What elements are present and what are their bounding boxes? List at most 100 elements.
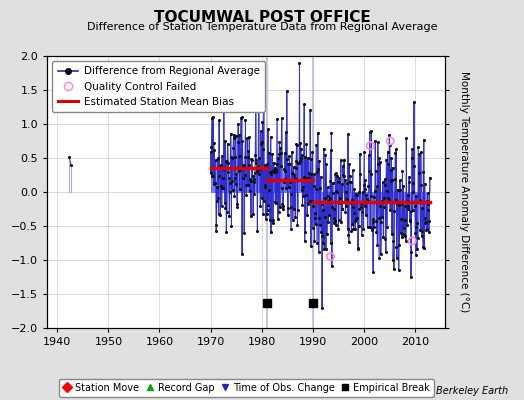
Point [312,141,320,148]
Point [258,119,267,126]
Point [280,166,288,172]
Point [325,212,333,218]
Point [362,192,370,198]
Point [356,171,365,178]
Point [230,135,238,141]
Point [304,200,313,207]
Point [231,175,239,182]
Point [228,178,236,184]
Point [408,207,417,214]
Point [332,170,341,176]
Point [250,170,259,177]
Point [391,150,399,156]
Point [298,152,306,158]
Point [406,208,414,214]
Point [207,144,215,150]
Point [274,216,282,222]
Point [347,228,356,235]
Point [392,254,401,261]
Point [287,191,296,198]
Point [225,213,234,220]
Point [271,169,280,175]
Point [271,199,279,205]
Point [255,171,263,178]
Point [284,161,292,167]
Point [259,146,267,152]
Point [306,106,314,113]
Point [330,215,339,222]
Point [410,98,418,105]
Point [210,180,218,187]
Point [230,192,238,199]
Point [264,206,272,213]
Point [408,145,417,152]
Point [298,187,306,193]
Point [219,185,227,191]
Point [297,146,305,152]
Point [370,194,378,200]
Point [299,192,308,199]
Point [259,211,267,217]
Point [279,179,288,186]
Point [413,246,421,252]
Point [274,155,282,162]
Point [226,130,235,137]
Point [216,212,224,218]
Point [359,182,368,188]
Point [277,150,286,156]
Point [238,138,247,144]
Point [357,200,365,206]
Point [352,191,360,198]
Point [290,172,299,178]
Point [331,218,339,225]
Point [423,226,431,232]
Point [397,234,406,240]
Point [248,173,257,179]
Point [252,159,260,166]
Point [370,224,378,230]
Point [325,197,333,203]
Point [420,181,429,187]
Point [304,170,313,176]
Point [319,207,327,214]
Point [406,218,414,224]
Point [343,180,351,186]
Point [220,166,228,172]
Point [209,140,217,146]
Point [400,202,409,209]
Point [376,203,384,209]
Point [249,211,257,218]
Point [213,198,222,204]
Point [215,117,223,124]
Point [224,160,232,166]
Point [404,206,412,213]
Point [361,202,369,209]
Point [361,176,369,183]
Point [270,165,279,172]
Point [270,168,279,175]
Point [288,170,297,176]
Text: Berkeley Earth: Berkeley Earth [436,386,508,396]
Point [382,157,390,164]
Point [424,201,432,207]
Point [421,220,429,227]
Point [218,153,226,159]
Point [353,214,361,221]
Point [362,212,370,218]
Point [420,137,428,143]
Point [343,196,351,202]
Point [417,182,425,188]
Point [328,263,336,269]
Point [292,158,300,165]
Point [305,175,313,182]
Point [311,214,320,221]
Point [368,226,376,233]
Point [400,225,408,231]
Point [286,179,294,185]
Point [265,150,274,156]
Point [359,226,367,232]
Point [262,163,270,169]
Point [283,156,291,162]
Point [275,139,283,145]
Point [216,183,225,189]
